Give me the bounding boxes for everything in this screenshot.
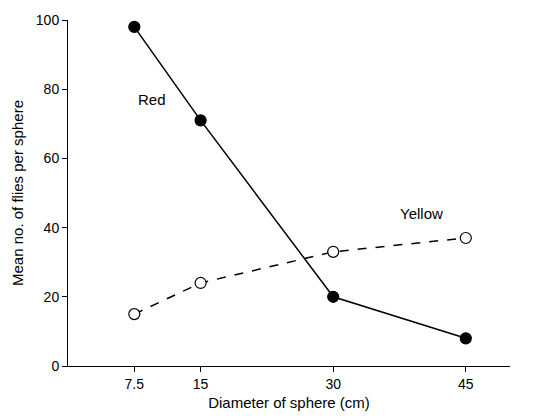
svg-text:Mean no. of flies per sphere: Mean no. of flies per sphere bbox=[9, 100, 26, 286]
svg-text:Diameter of sphere (cm): Diameter of sphere (cm) bbox=[208, 394, 370, 411]
svg-text:7.5: 7.5 bbox=[125, 376, 145, 392]
svg-text:15: 15 bbox=[193, 376, 209, 392]
svg-text:20: 20 bbox=[44, 289, 60, 305]
svg-text:60: 60 bbox=[44, 150, 60, 166]
svg-text:40: 40 bbox=[44, 220, 60, 236]
svg-text:0: 0 bbox=[51, 358, 59, 374]
svg-text:45: 45 bbox=[458, 376, 474, 392]
svg-text:100: 100 bbox=[36, 12, 60, 28]
svg-text:30: 30 bbox=[325, 376, 341, 392]
svg-text:80: 80 bbox=[44, 81, 60, 97]
svg-text:Yellow: Yellow bbox=[400, 205, 443, 222]
svg-text:Red: Red bbox=[138, 91, 166, 108]
